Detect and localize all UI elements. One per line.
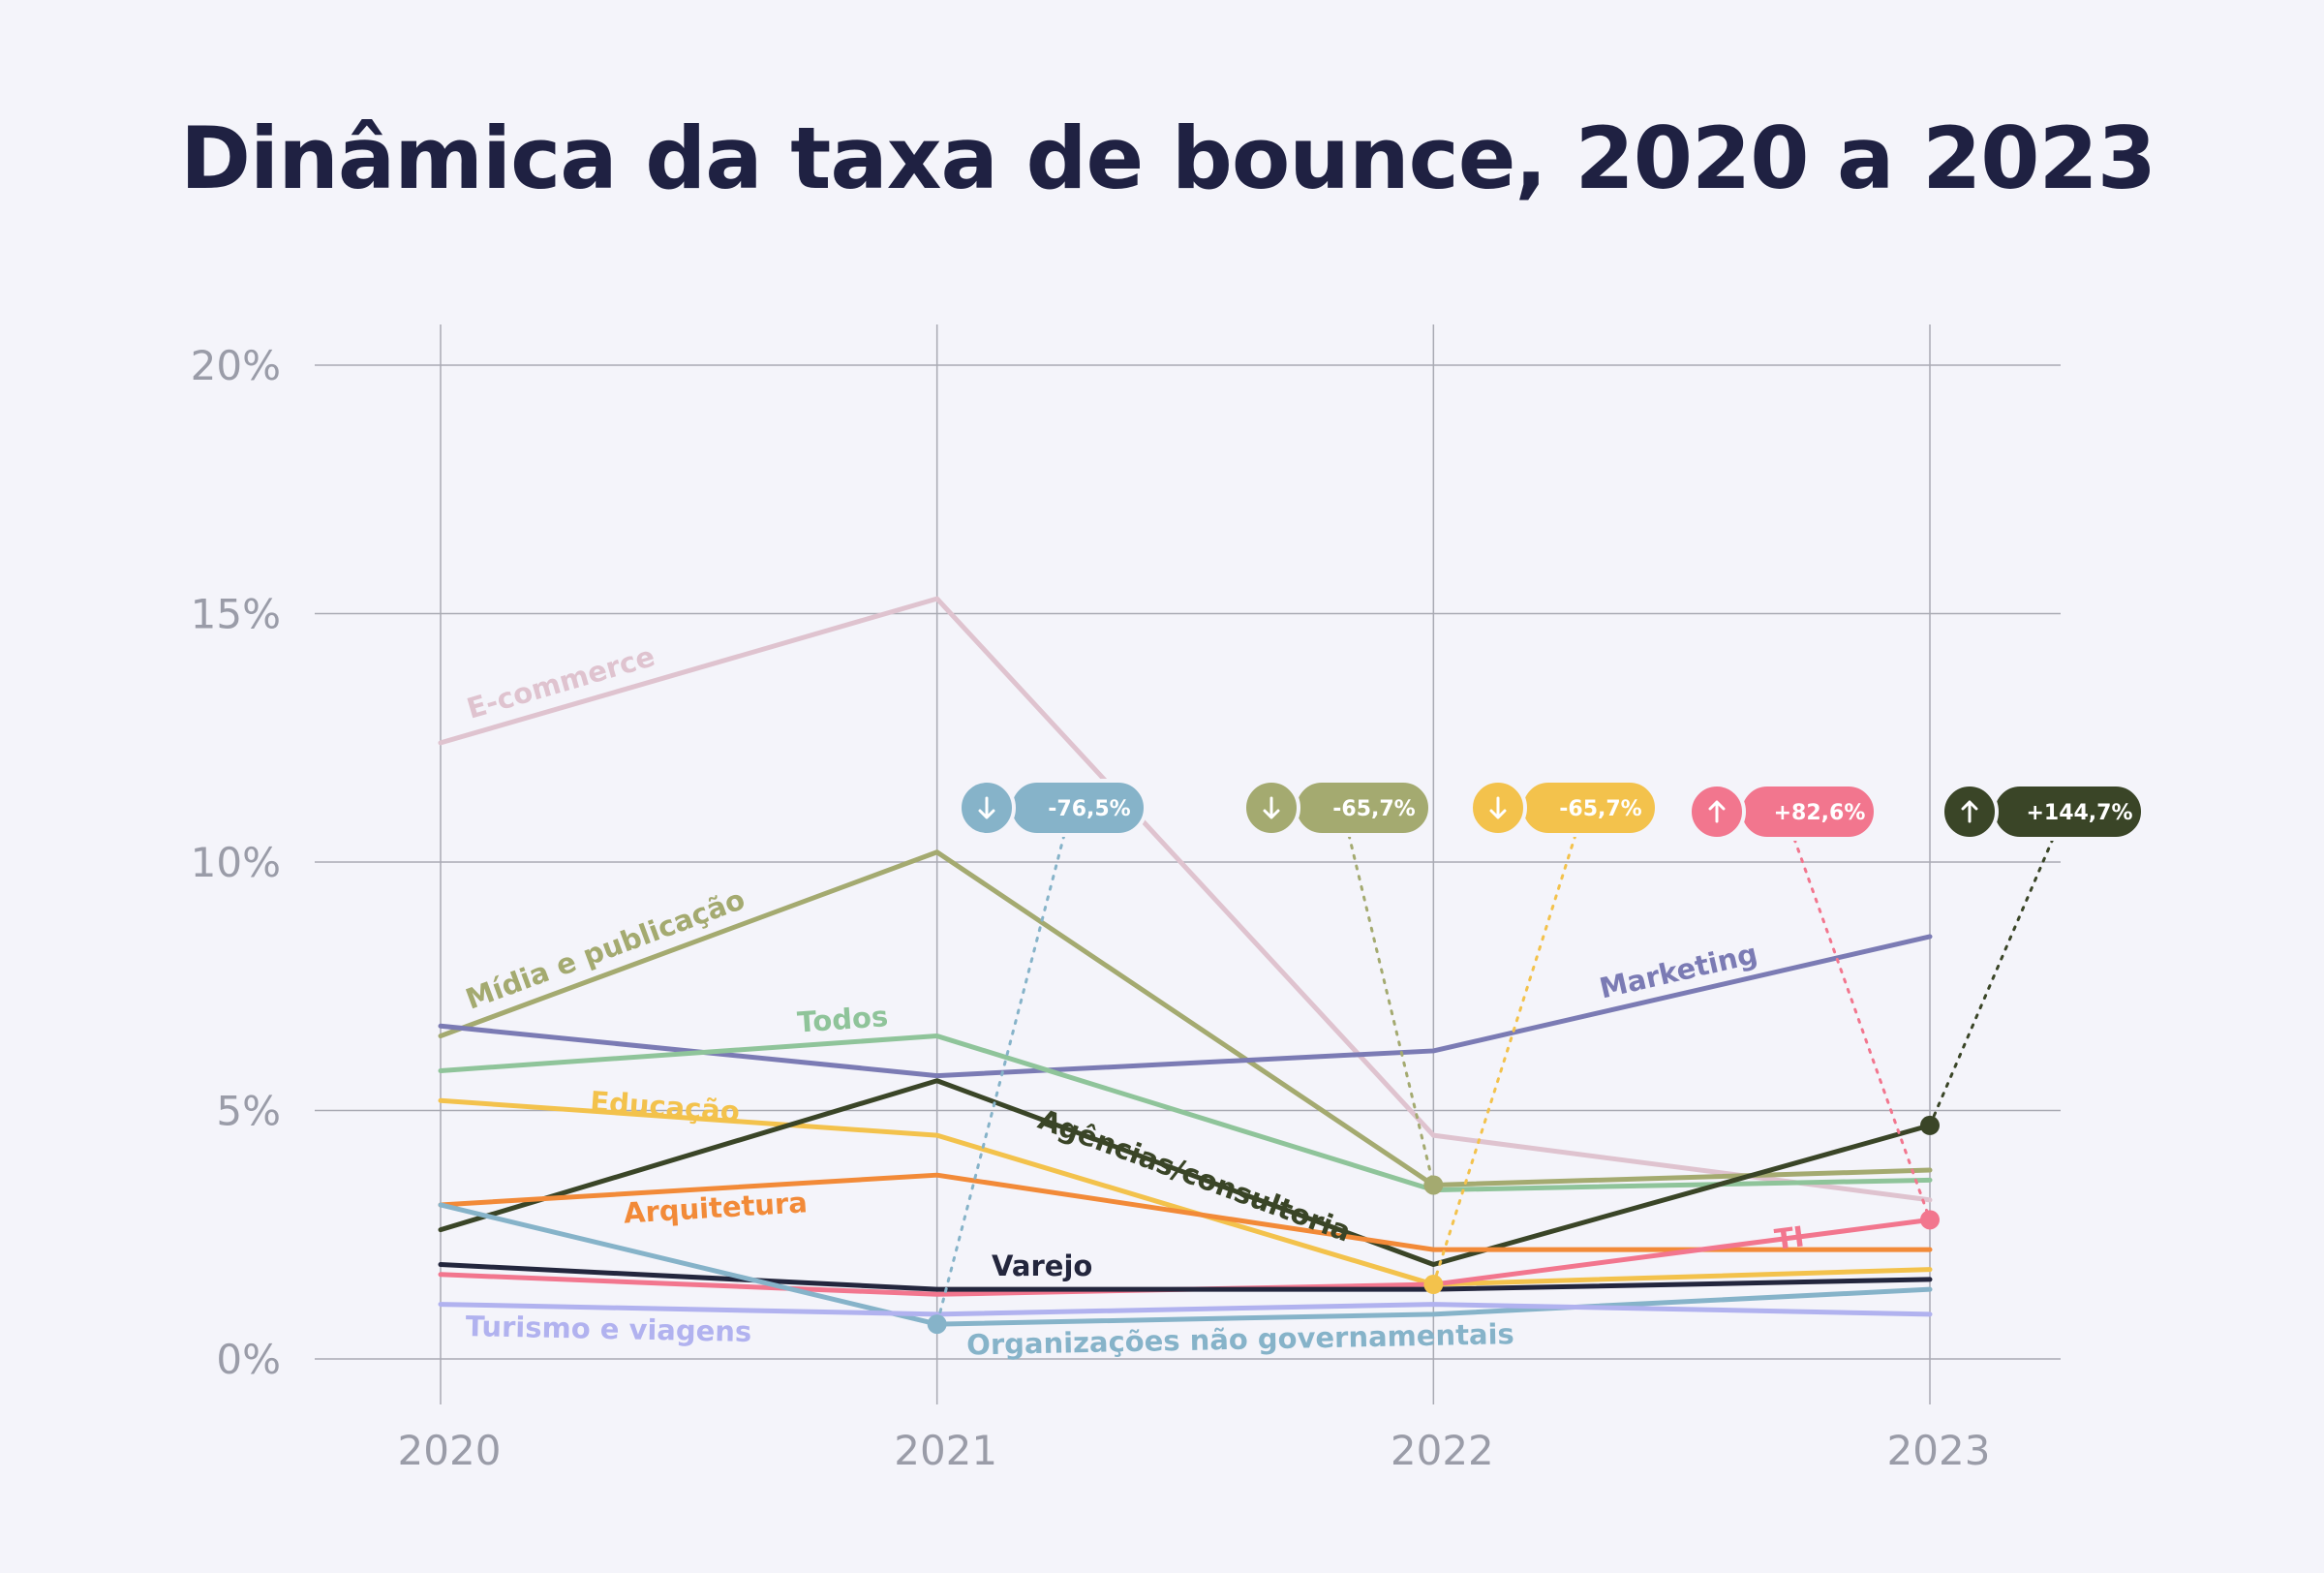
series-label: Turismo e viagens (465, 1310, 751, 1348)
x-tick-label: 2022 (1391, 1427, 1494, 1474)
annotation-marker (1423, 1175, 1444, 1195)
arrow-up-icon (1961, 800, 1978, 823)
annotation-leaders (927, 833, 2055, 1335)
annotation-marker (1423, 1275, 1444, 1295)
y-tick-label: 20% (191, 342, 281, 389)
series-label: E-commerce (463, 639, 658, 725)
annotation-value: +82,6% (1774, 801, 1866, 825)
series-label: TI (1773, 1219, 1807, 1256)
series-label: Varejo (992, 1249, 1092, 1282)
annotation-value: +144,7% (2026, 801, 2132, 825)
series-line (438, 1262, 1933, 1292)
arrow-down-icon (1489, 796, 1507, 819)
series-line (438, 1097, 1933, 1287)
arrow-down-icon (1263, 796, 1280, 819)
annotation-leader (1792, 837, 1932, 1221)
annotation-value: -76,5% (1048, 797, 1130, 821)
arrow-down-icon (978, 796, 995, 819)
chart-title: Dinâmica da taxa de bounce, 2020 a 2023 (180, 108, 2156, 208)
series-lines (438, 596, 1933, 1327)
annotation-leader (1928, 837, 2055, 1127)
y-tick-label: 15% (191, 591, 281, 638)
series-label: Todos (796, 1000, 889, 1038)
annotation-badges: -76,5% -65,7% -65,7% +82,6% +144,7% (958, 779, 2145, 841)
series-line (438, 1302, 1933, 1317)
annotation-marker (927, 1314, 947, 1335)
series-line (438, 1202, 1933, 1327)
y-tick-label: 0% (216, 1336, 281, 1383)
annotation-leader (1347, 833, 1435, 1187)
x-tick-label: 2020 (398, 1427, 502, 1474)
annotation-leader (1431, 833, 1577, 1286)
x-tick-label: 2021 (894, 1427, 997, 1474)
arrow-up-icon (1708, 800, 1726, 823)
x-tick-label: 2023 (1887, 1427, 1991, 1474)
series-line (438, 596, 1933, 1203)
series-line (438, 1078, 1933, 1268)
annotation-marker (1920, 1115, 1940, 1135)
series-label: Agências/consultoria (1034, 1102, 1356, 1248)
annotation-leader (935, 833, 1066, 1326)
axis-ticks: 0% 5% 10% 15% 20% 2020 2021 2022 2023 (191, 342, 1991, 1474)
annotation-marker (1920, 1210, 1940, 1230)
series-line (438, 1033, 1933, 1193)
y-tick-label: 10% (191, 839, 281, 886)
y-tick-label: 5% (216, 1088, 281, 1135)
series-line (438, 849, 1933, 1187)
series-line (438, 1172, 1933, 1252)
series-line (438, 934, 1933, 1079)
annotation-value: -65,7% (1559, 797, 1641, 821)
series-label: Mídia e publicação (461, 882, 749, 1016)
series-label: Educação (589, 1085, 741, 1128)
annotation-value: -65,7% (1332, 797, 1415, 821)
